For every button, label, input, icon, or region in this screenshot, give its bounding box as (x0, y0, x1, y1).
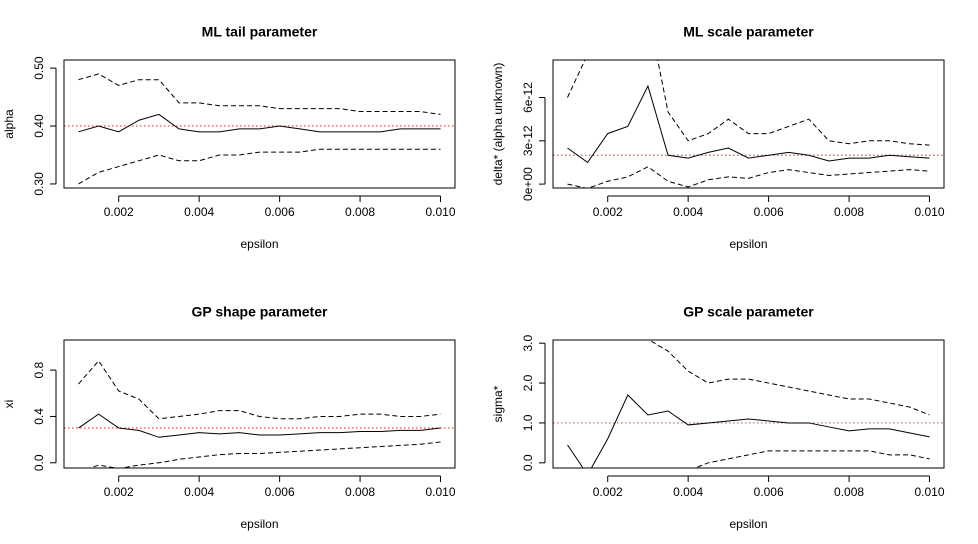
x-tick-label: 0.008 (345, 205, 375, 219)
x-tick-label: 0.010 (426, 205, 456, 219)
estimate-line (78, 113, 441, 133)
estimate-line (567, 84, 930, 164)
y-tick-label: 0.8 (32, 361, 46, 378)
y-tick-label: 0.0 (521, 454, 535, 471)
panel: GP shape parameter epsilon xi 0.002 0.004 0.0… (2, 304, 456, 531)
plot-frame (552, 339, 945, 469)
x-tick-label: 0.004 (673, 485, 703, 499)
panel-title: GP scale parameter (683, 304, 814, 320)
y-tick-label: 2.0 (521, 374, 535, 391)
y-axis-label: delta* (alpha unknown) (491, 63, 505, 186)
x-tick-label: 0.004 (184, 205, 214, 219)
x-tick-label: 0.010 (915, 205, 945, 219)
panel-title: ML tail parameter (202, 24, 318, 40)
panel-title: ML scale parameter (683, 24, 814, 40)
confidence-line (567, 166, 930, 188)
y-tick-label: 0.4 (32, 408, 46, 425)
x-tick-label: 0.008 (834, 205, 864, 219)
confidence-line (693, 450, 930, 468)
x-axis-label: epsilon (240, 237, 278, 251)
y-tick-label: 0.40 (32, 114, 46, 138)
panel: ML scale parameter epsilon delta* (alpha u… (491, 24, 945, 251)
plot-frame (63, 339, 456, 469)
plot-area (553, 340, 944, 468)
confidence-line (78, 148, 441, 185)
y-tick-label: 0.50 (32, 56, 46, 80)
y-axis-label: alpha (2, 109, 16, 139)
confidence-line (88, 441, 441, 468)
confidence-line (648, 340, 930, 416)
x-tick-label: 0.002 (593, 485, 623, 499)
x-tick-label: 0.010 (426, 485, 456, 499)
x-tick-label: 0.006 (754, 205, 784, 219)
y-tick-label: 3.0 (521, 335, 535, 352)
panel: ML tail parameter epsilon alpha 0.002 0.004 0… (2, 24, 456, 251)
x-tick-label: 0.008 (834, 485, 864, 499)
x-tick-label: 0.004 (673, 205, 703, 219)
y-tick-label: 1.0 (521, 414, 535, 431)
x-tick-label: 0.002 (104, 205, 134, 219)
y-tick-label: 6e-12 (521, 82, 535, 113)
y-axis-label: sigma* (491, 385, 505, 422)
x-axis-label: epsilon (729, 517, 767, 531)
confidence-line (567, 60, 930, 146)
estimate-line (78, 413, 441, 438)
plot-area (64, 73, 455, 185)
x-tick-label: 0.002 (104, 485, 134, 499)
confidence-line (78, 360, 441, 420)
y-tick-label: 0.30 (32, 172, 46, 196)
plot-area (553, 60, 944, 188)
x-tick-label: 0.006 (754, 485, 784, 499)
confidence-line (78, 73, 441, 115)
panel-title: GP shape parameter (192, 304, 328, 320)
x-axis-label: epsilon (240, 517, 278, 531)
plot-frame (63, 59, 456, 189)
x-tick-label: 0.006 (265, 485, 295, 499)
plot-frame (552, 59, 945, 189)
y-tick-label: 3e-12 (521, 125, 535, 156)
x-tick-label: 0.004 (184, 485, 214, 499)
x-axis-label: epsilon (729, 237, 767, 251)
estimate-line (567, 394, 930, 468)
y-tick-label: 0.0 (32, 454, 46, 471)
x-tick-label: 0.010 (915, 485, 945, 499)
x-tick-label: 0.002 (593, 205, 623, 219)
y-tick-label: 0e+00 (521, 167, 535, 201)
x-tick-label: 0.008 (345, 485, 375, 499)
x-tick-label: 0.006 (265, 205, 295, 219)
y-axis-label: xi (2, 400, 16, 409)
plot-area (64, 360, 455, 468)
